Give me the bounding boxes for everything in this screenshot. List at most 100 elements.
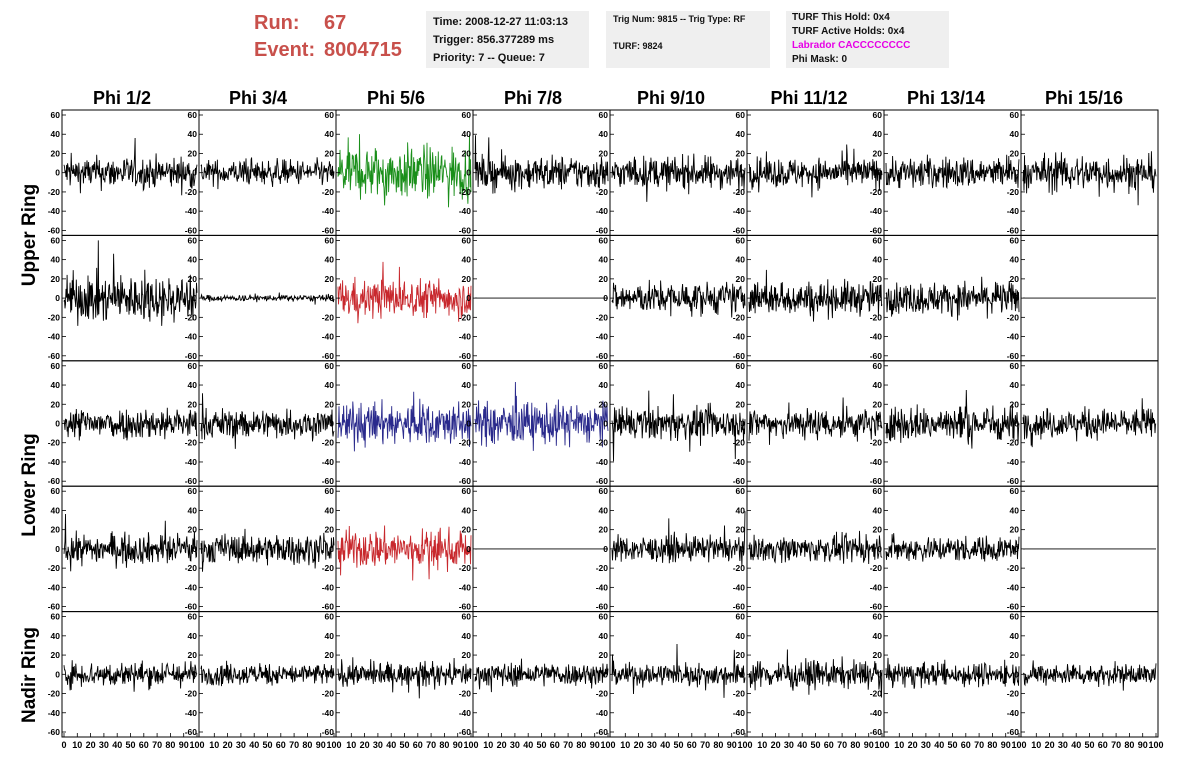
y-tick-label: 20 xyxy=(51,399,61,409)
x-tick-label: 30 xyxy=(510,740,520,750)
y-tick-label: -20 xyxy=(459,187,472,197)
x-tick-label: 30 xyxy=(921,740,931,750)
y-tick-label: -20 xyxy=(1007,689,1020,699)
y-tick-label: -40 xyxy=(1007,708,1020,718)
y-tick-label: -40 xyxy=(596,206,609,216)
y-tick-label: -20 xyxy=(596,312,609,322)
y-tick-label: -20 xyxy=(870,312,883,322)
y-tick-label: 40 xyxy=(51,129,61,139)
y-tick-label: 20 xyxy=(599,274,609,284)
waveform-trace xyxy=(1022,398,1157,448)
y-tick-label: 20 xyxy=(462,399,472,409)
x-tick-label: 80 xyxy=(302,740,312,750)
y-tick-label: 0 xyxy=(1014,168,1019,178)
y-tick-label: -60 xyxy=(322,476,335,486)
y-tick-label: 0 xyxy=(466,419,471,429)
y-tick-label: 60 xyxy=(736,612,746,622)
y-tick-label: 40 xyxy=(188,631,198,641)
y-tick-label: 60 xyxy=(873,361,883,371)
y-tick-label: -20 xyxy=(185,438,198,448)
y-tick-label: -40 xyxy=(1007,457,1020,467)
y-tick-label: 20 xyxy=(873,650,883,660)
y-tick-label: 40 xyxy=(462,129,472,139)
x-tick-label: 10 xyxy=(757,740,767,750)
y-tick-label: 0 xyxy=(603,419,608,429)
y-tick-label: 60 xyxy=(51,235,61,245)
phi-header-3: Phi 5/6 xyxy=(366,88,426,108)
y-tick-label: 40 xyxy=(1010,631,1020,641)
y-tick-label: 40 xyxy=(51,255,61,265)
y-tick-label: 20 xyxy=(873,148,883,158)
y-tick-label: -40 xyxy=(870,582,883,592)
x-tick-label: 20 xyxy=(86,740,96,750)
y-tick-label: 0 xyxy=(740,544,745,554)
waveform-trace xyxy=(1022,151,1157,206)
x-tick-label: 90 xyxy=(727,740,737,750)
y-tick-label: 60 xyxy=(462,235,472,245)
y-tick-label: 60 xyxy=(599,486,609,496)
y-tick-label: -20 xyxy=(596,689,609,699)
x-tick-label: 60 xyxy=(824,740,834,750)
y-tick-label: -60 xyxy=(596,727,609,737)
y-tick-label: -60 xyxy=(48,351,61,361)
waveform-trace xyxy=(200,528,335,572)
y-tick-label: 20 xyxy=(188,274,198,284)
y-tick-label: -20 xyxy=(48,563,61,573)
y-tick-label: 60 xyxy=(325,612,335,622)
waveform-trace xyxy=(337,261,472,324)
x-tick-label: 50 xyxy=(399,740,409,750)
y-tick-label: -40 xyxy=(1007,582,1020,592)
y-tick-label: 60 xyxy=(325,235,335,245)
y-tick-label: -20 xyxy=(1007,563,1020,573)
y-tick-label: -20 xyxy=(322,187,335,197)
y-tick-label: -20 xyxy=(185,187,198,197)
y-tick-label: 40 xyxy=(188,255,198,265)
y-tick-label: 0 xyxy=(192,168,197,178)
phi-header-8: Phi 15/16 xyxy=(1044,88,1124,108)
y-tick-label: -20 xyxy=(185,689,198,699)
x-tick-label: 80 xyxy=(987,740,997,750)
y-tick-label: 0 xyxy=(1014,669,1019,679)
x-tick-label: 60 xyxy=(687,740,697,750)
waveform-trace xyxy=(885,154,1020,190)
y-tick-label: -60 xyxy=(185,476,198,486)
y-tick-label: 20 xyxy=(188,399,198,409)
y-tick-label: 40 xyxy=(736,631,746,641)
y-tick-label: -40 xyxy=(1007,206,1020,216)
y-tick-label: 20 xyxy=(736,650,746,660)
y-tick-label: 40 xyxy=(325,380,335,390)
y-tick-label: -20 xyxy=(1007,187,1020,197)
y-tick-label: 0 xyxy=(603,168,608,178)
waveform-trace xyxy=(1022,660,1157,691)
waveform-trace xyxy=(200,157,335,190)
y-tick-label: -60 xyxy=(322,351,335,361)
trig-num-text: Trig Num: 9815 -- Trig Type: RF xyxy=(613,14,746,24)
y-tick-label: -60 xyxy=(459,727,472,737)
y-tick-label: 0 xyxy=(466,544,471,554)
x-tick-label: 80 xyxy=(713,740,723,750)
y-tick-label: 40 xyxy=(51,631,61,641)
y-tick-label: -60 xyxy=(596,351,609,361)
waveform-trace xyxy=(474,658,609,693)
y-tick-label: -40 xyxy=(48,206,61,216)
x-tick-label: 70 xyxy=(426,740,436,750)
y-tick-label: -60 xyxy=(596,476,609,486)
y-tick-label: 60 xyxy=(599,235,609,245)
x-tick-label: 20 xyxy=(497,740,507,750)
y-tick-label: 40 xyxy=(188,505,198,515)
y-tick-label: 0 xyxy=(466,669,471,679)
y-tick-label: 0 xyxy=(192,293,197,303)
y-tick-label: -20 xyxy=(322,563,335,573)
y-tick-label: 60 xyxy=(188,110,198,120)
y-tick-label: -60 xyxy=(870,225,883,235)
y-tick-label: -20 xyxy=(1007,438,1020,448)
y-tick-label: 0 xyxy=(192,669,197,679)
y-tick-label: 0 xyxy=(603,293,608,303)
priority-text: Priority: 7 -- Queue: 7 xyxy=(433,52,545,64)
y-tick-label: -40 xyxy=(48,582,61,592)
y-tick-label: 60 xyxy=(188,612,198,622)
x-tick-label: 90 xyxy=(590,740,600,750)
y-tick-label: 20 xyxy=(325,148,335,158)
waveform-trace xyxy=(63,513,198,572)
y-tick-label: 20 xyxy=(51,274,61,284)
